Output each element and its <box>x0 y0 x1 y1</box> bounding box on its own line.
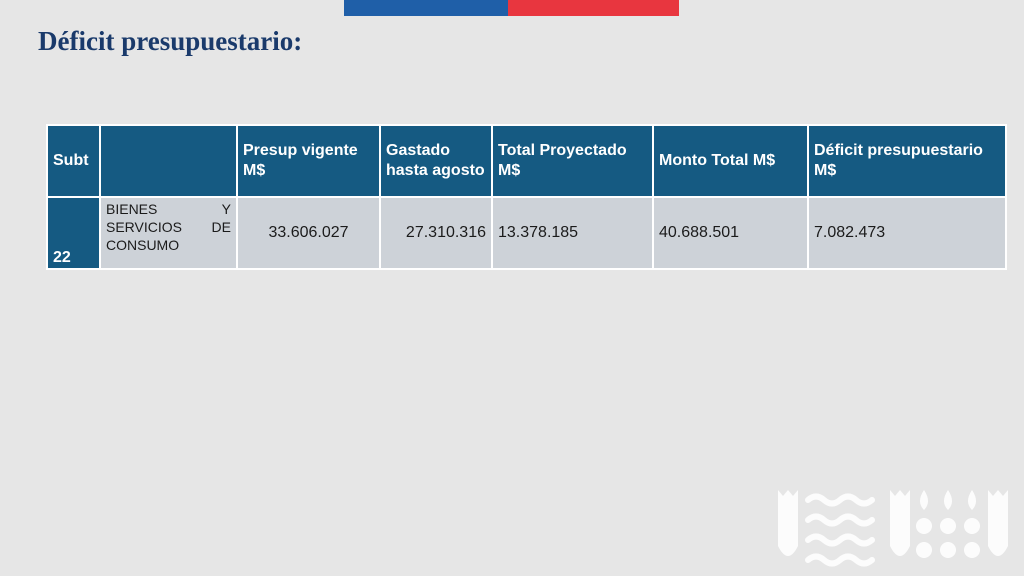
flag-color-bar <box>344 0 679 16</box>
budget-table: Subt Presup vigente M$ Gastado hasta ago… <box>46 124 1007 270</box>
cell-gastado-hasta-agosto: 27.310.316 <box>379 196 493 270</box>
cell-deficit: 7.082.473 <box>807 196 1007 270</box>
cell-description: BIENES Y SERVICIOS DE CONSUMO <box>99 196 238 270</box>
flag-blue-segment <box>344 0 508 16</box>
column-header-monto-total: Monto Total M$ <box>652 124 809 198</box>
column-header-total-proyectado: Total Proyectado M$ <box>491 124 654 198</box>
cell-total-proyectado: 13.378.185 <box>491 196 654 270</box>
column-header-gastado-hasta-agosto: Gastado hasta agosto <box>379 124 493 198</box>
cell-subt: 22 <box>46 196 101 270</box>
institutional-logo-pattern-icon <box>778 490 1008 567</box>
table-row: 22 BIENES Y SERVICIOS DE CONSUMO 33.606.… <box>46 196 1007 270</box>
column-header-deficit: Déficit presupuestario M$ <box>807 124 1007 198</box>
column-header-subt: Subt <box>46 124 101 198</box>
table-header-row: Subt Presup vigente M$ Gastado hasta ago… <box>46 124 1007 198</box>
column-header-presup-vigente: Presup vigente M$ <box>236 124 381 198</box>
cell-monto-total: 40.688.501 <box>652 196 809 270</box>
slide-title: Déficit presupuestario: <box>38 26 303 56</box>
column-header-description <box>99 124 238 198</box>
cell-presup-vigente: 33.606.027 <box>236 196 381 270</box>
flag-red-segment <box>508 0 679 16</box>
